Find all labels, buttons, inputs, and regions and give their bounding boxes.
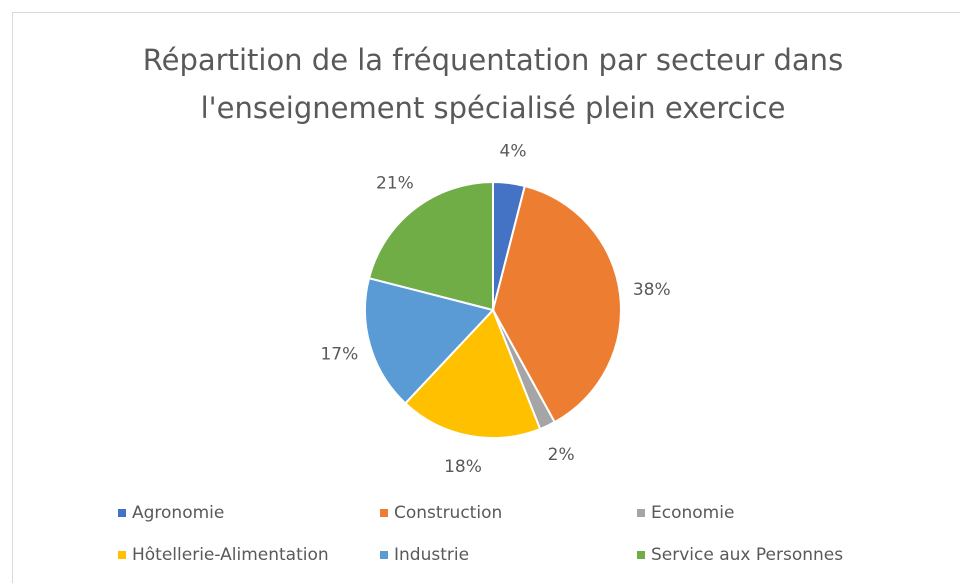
legend-swatch xyxy=(380,551,388,559)
pie-slice xyxy=(364,276,495,405)
legend-label: Agronomie xyxy=(132,503,224,523)
data-label: 21% xyxy=(376,174,414,194)
chart-frame xyxy=(12,12,960,583)
data-label: 17% xyxy=(320,345,358,365)
legend-label: Economie xyxy=(651,503,734,523)
chart-title: Répartition de la fréquentation par sect… xyxy=(142,43,844,125)
legend-label: Industrie xyxy=(394,545,469,565)
legend-label: Service aux Personnes xyxy=(651,545,843,565)
legend-swatch xyxy=(380,509,388,517)
legend-swatch xyxy=(118,551,126,559)
legend-label: Construction xyxy=(394,503,502,523)
pie-slice xyxy=(491,184,622,424)
legend-swatch xyxy=(118,509,126,517)
data-label: 2% xyxy=(548,445,575,465)
pie-slice xyxy=(367,180,494,312)
data-label: 38% xyxy=(633,280,671,300)
data-label: 4% xyxy=(500,141,527,161)
pie-slice xyxy=(403,308,542,439)
legend-label: Hôtellerie-Alimentation xyxy=(132,545,329,565)
legend-swatch xyxy=(637,551,645,559)
data-label: 18% xyxy=(444,457,482,477)
legend-swatch xyxy=(637,509,645,517)
